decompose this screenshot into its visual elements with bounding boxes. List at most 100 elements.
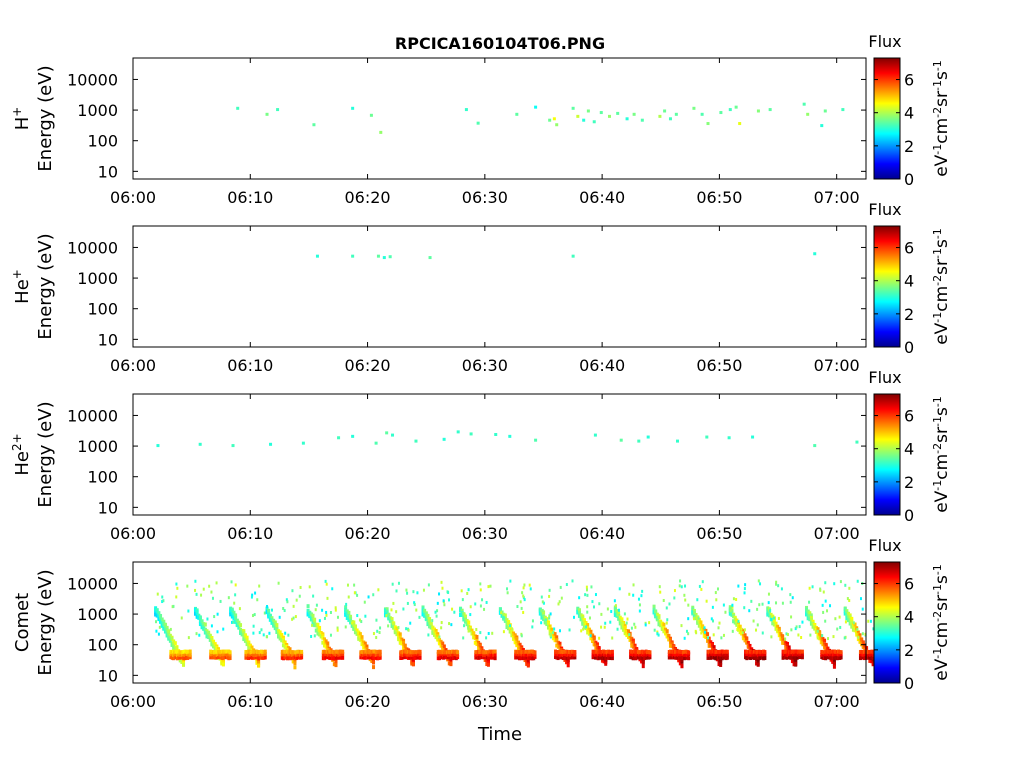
heatmap-cell	[665, 621, 668, 625]
heatmap-cell	[593, 433, 597, 437]
heatmap-cell	[625, 633, 629, 638]
heatmap-cell	[859, 597, 862, 601]
heatmap-cell	[582, 622, 586, 627]
heatmap-cell	[242, 637, 246, 642]
heatmap-cell	[573, 652, 577, 657]
heatmap-cell	[161, 600, 164, 604]
heatmap-cell	[252, 631, 255, 635]
heatmap-cell	[592, 120, 596, 124]
heatmap-cell	[662, 629, 666, 634]
heatmap-cell	[213, 646, 217, 651]
heatmap-cell	[493, 649, 497, 654]
heatmap-cell	[692, 610, 696, 615]
y-tick-label: 10	[98, 666, 118, 685]
heatmap-cell	[473, 640, 477, 645]
heatmap-cell	[826, 646, 830, 651]
heatmap-cell	[515, 641, 519, 646]
plot-area	[133, 394, 866, 515]
heatmap-cell	[479, 604, 482, 608]
heatmap-cell	[428, 256, 432, 260]
heatmap-cell	[716, 587, 719, 591]
heatmap-cell	[555, 643, 559, 648]
heatmap-cell	[712, 633, 715, 637]
heatmap-cell	[519, 600, 522, 604]
heatmap-cell	[531, 619, 534, 623]
heatmap-cell	[872, 627, 875, 631]
x-tick-label: 06:10	[227, 356, 273, 375]
heatmap-cell	[503, 618, 507, 623]
heatmap-cell	[628, 592, 631, 596]
heatmap-cell	[233, 601, 236, 605]
heatmap-cell	[781, 634, 785, 639]
colorbar-unit-label: eV-1cm-2sr-1s-1	[931, 228, 953, 345]
heatmap-cell	[195, 632, 198, 636]
heatmap-cell	[398, 638, 402, 643]
heatmap-cell	[219, 599, 222, 603]
heatmap-cell	[736, 621, 740, 626]
heatmap-cell	[415, 608, 418, 612]
heatmap-cell	[522, 594, 525, 598]
heatmap-cell	[284, 631, 287, 635]
heatmap-cell	[632, 593, 635, 597]
heatmap-cell	[243, 633, 247, 638]
heatmap-cell	[672, 645, 676, 650]
heatmap-cell	[372, 660, 376, 665]
heatmap-cell	[321, 608, 324, 612]
heatmap-cell	[321, 635, 325, 640]
heatmap-cell	[444, 648, 448, 653]
heatmap-cell	[311, 621, 315, 626]
heatmap-cell	[276, 108, 280, 112]
heatmap-cell	[824, 581, 827, 585]
heatmap-cell	[591, 638, 595, 643]
heatmap-cell	[582, 118, 586, 122]
heatmap-cell	[385, 431, 389, 435]
heatmap-cell	[169, 627, 172, 631]
heatmap-cell	[378, 652, 382, 657]
heatmap-cell	[270, 608, 273, 612]
heatmap-cell	[168, 635, 172, 640]
heatmap-cell	[727, 436, 731, 440]
heatmap-cell	[710, 642, 714, 647]
heatmap-cell	[602, 659, 606, 664]
heatmap-cell	[871, 658, 875, 663]
heatmap-cell	[701, 624, 705, 629]
heatmap-cell	[362, 642, 366, 647]
heatmap-cell	[294, 615, 297, 619]
heatmap-cell	[644, 623, 647, 627]
heatmap-cell	[733, 620, 737, 625]
heatmap-cell	[159, 619, 163, 624]
heatmap-cell	[843, 607, 847, 612]
y-tick-label: 1000	[77, 437, 118, 456]
colorbar: Flux 0 2 4 6 eV-1cm-2sr-1s-1	[868, 32, 952, 189]
heatmap-cell	[293, 665, 297, 670]
heatmap-cell	[576, 610, 580, 615]
heatmap-cell	[210, 642, 214, 647]
heatmap-cell	[546, 624, 550, 629]
heatmap-cell	[322, 643, 326, 648]
heatmap-cell	[628, 633, 631, 637]
heatmap-cell	[683, 593, 686, 597]
heatmap-cell	[460, 610, 464, 615]
plot-frame	[132, 225, 867, 348]
heatmap-cell	[732, 614, 736, 619]
heatmap-cell	[235, 618, 239, 623]
heatmap-cell	[390, 620, 394, 625]
heatmap-cell	[318, 628, 322, 633]
heatmap-cell	[851, 625, 855, 630]
heatmap-cell	[172, 639, 176, 644]
heatmap-cell	[632, 583, 635, 587]
heatmap-cell	[469, 605, 472, 609]
colorbar-title: Flux	[868, 32, 901, 51]
heatmap-cell	[868, 658, 872, 663]
heatmap-cell	[329, 610, 332, 614]
heatmap-cell	[832, 661, 836, 666]
heatmap-cell	[278, 615, 281, 619]
heatmap-cell	[230, 614, 234, 619]
heatmap-cell	[470, 628, 474, 633]
heatmap-cell	[502, 630, 505, 634]
heatmap-cell	[592, 642, 596, 647]
x-tick-label: 06:10	[227, 188, 273, 207]
heatmap-cell	[712, 619, 715, 623]
heatmap-cell	[654, 609, 658, 614]
panel-3: 06:00 06:10 06:20 06:30 06:40 06:50 07:00 10 100…	[12, 536, 952, 711]
